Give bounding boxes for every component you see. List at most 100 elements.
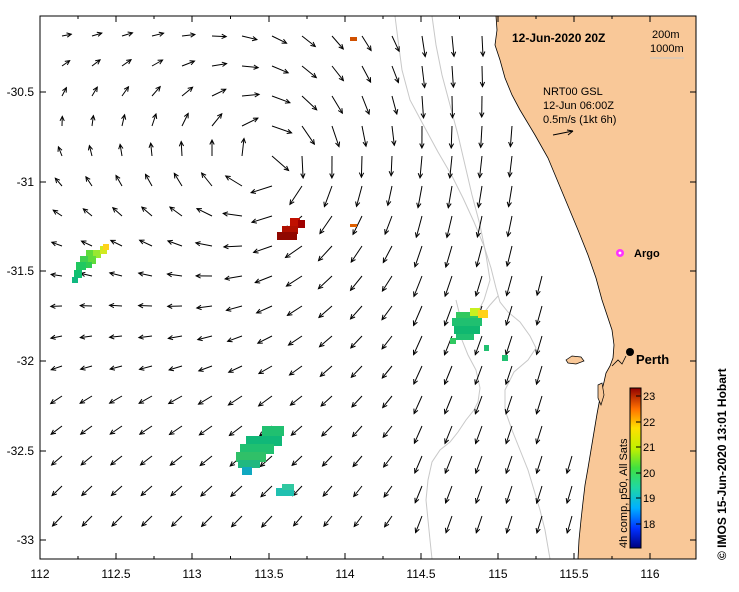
current-vector-arrow — [331, 35, 345, 50]
current-vector-arrow — [197, 395, 213, 405]
colorbar-tick-label: 22 — [643, 417, 655, 429]
current-vector-arrow — [291, 455, 303, 467]
current-vector-arrow — [414, 455, 423, 474]
current-vector-arrow — [271, 155, 290, 172]
x-tick-label: 115.5 — [559, 567, 588, 581]
axis-ticks — [39, 16, 696, 559]
current-vector-arrow — [508, 125, 514, 148]
sst-patch-shelf — [450, 308, 508, 361]
current-vector-arrow — [505, 245, 513, 268]
current-vector-arrow — [80, 240, 93, 247]
current-vector-arrow — [137, 271, 153, 277]
current-vector-arrow — [321, 455, 333, 467]
current-vector-arrow — [381, 275, 393, 292]
current-vector-arrow — [257, 365, 273, 375]
current-vector-arrow — [358, 155, 365, 179]
y-tick-label: -32.5 — [7, 444, 35, 458]
current-vector-arrow — [475, 485, 483, 505]
current-vector-arrow — [271, 35, 288, 44]
current-vector-arrow — [350, 365, 363, 379]
current-vector-arrow — [222, 211, 243, 217]
current-vector-arrow — [288, 365, 303, 376]
current-vector-arrow — [109, 425, 123, 435]
current-vector-arrow — [271, 125, 293, 134]
current-vector-arrow — [241, 117, 259, 127]
current-vector-arrow — [139, 455, 153, 466]
current-vector-arrow — [200, 485, 213, 497]
current-vector-arrow — [151, 31, 165, 37]
x-tick-label: 113.5 — [254, 567, 283, 581]
current-vector-arrow — [474, 425, 483, 445]
current-vector-arrow — [148, 141, 154, 157]
current-vector-arrow — [535, 275, 543, 297]
current-vector-arrow — [479, 95, 485, 119]
current-vector-arrow — [450, 35, 457, 58]
current-vector-arrow — [391, 95, 399, 116]
current-vector-arrow — [478, 125, 484, 149]
current-vector-arrow — [61, 59, 71, 67]
current-vector-arrow — [444, 485, 453, 504]
current-vector-arrow — [535, 395, 543, 415]
current-vector-arrow — [271, 65, 290, 74]
current-vector-arrow — [331, 95, 344, 115]
y-tick-label: -33 — [17, 533, 35, 547]
depth-legend-200m: 200m — [652, 29, 680, 41]
current-vector-arrow — [319, 365, 333, 378]
current-vector-arrow — [196, 335, 213, 342]
current-vector-arrow — [319, 215, 333, 235]
current-vector-arrow — [421, 35, 428, 58]
current-vector-arrow — [195, 208, 213, 217]
current-vector-arrow — [289, 185, 303, 206]
current-vector-arrow — [413, 395, 423, 415]
current-vector-arrow — [445, 215, 453, 239]
current-vector-arrow — [260, 515, 273, 528]
current-vector-arrow — [352, 215, 363, 236]
current-vector-arrow — [384, 215, 393, 236]
current-vector-arrow — [79, 334, 93, 340]
current-vector-arrow — [169, 455, 183, 466]
current-vector-arrow — [181, 32, 197, 38]
current-vector-arrow — [381, 365, 393, 379]
current-vector-arrow — [349, 275, 363, 292]
garden-island — [597, 382, 605, 407]
current-vector-arrow — [223, 275, 243, 281]
current-vector-arrow — [170, 515, 183, 528]
current-vector-arrow — [50, 425, 63, 436]
current-vector-arrow — [151, 85, 161, 97]
current-vector-arrow — [211, 88, 227, 97]
current-vector-arrow — [194, 241, 213, 247]
current-vector-arrow — [361, 35, 372, 52]
current-vector-arrow — [351, 395, 363, 408]
current-vector-arrow — [91, 31, 103, 37]
current-vector-arrow — [355, 185, 363, 208]
current-vector-arrow — [535, 455, 543, 475]
current-vector-arrow — [138, 239, 153, 247]
current-vector-arrow — [227, 365, 243, 373]
current-vector-arrow — [504, 335, 513, 356]
current-vector-arrow — [413, 425, 423, 445]
current-vector-arrow — [444, 245, 453, 269]
current-vector-arrow — [61, 86, 67, 97]
colorbar-tick-label: 21 — [643, 442, 655, 454]
current-vector-arrow — [446, 185, 453, 209]
colorbar: 18 19 20 21 22 23 4h comp, p50, All Sats — [618, 387, 655, 549]
current-vector-arrow — [349, 305, 363, 320]
current-vector-arrow — [444, 275, 453, 298]
current-vector-arrow — [476, 185, 483, 209]
argo-label: Argo — [634, 248, 660, 260]
current-vector-arrow — [361, 65, 372, 84]
current-vector-arrow — [240, 137, 247, 157]
current-vector-arrow — [257, 395, 273, 407]
current-vector-arrow — [535, 515, 543, 534]
current-vector-arrow — [225, 305, 243, 312]
current-vector-arrow — [87, 144, 93, 157]
vector-legend-source: NRT00 GSL — [543, 86, 603, 98]
vector-legend-scale: 0.5m/s (1kt 6h) — [543, 114, 616, 126]
current-vector-arrow — [59, 115, 65, 127]
current-vector-arrow — [54, 177, 63, 187]
current-vector-arrow — [381, 305, 393, 321]
perth-marker — [626, 348, 634, 356]
current-vector-arrow — [57, 145, 63, 157]
current-vector-arrow — [200, 515, 213, 528]
